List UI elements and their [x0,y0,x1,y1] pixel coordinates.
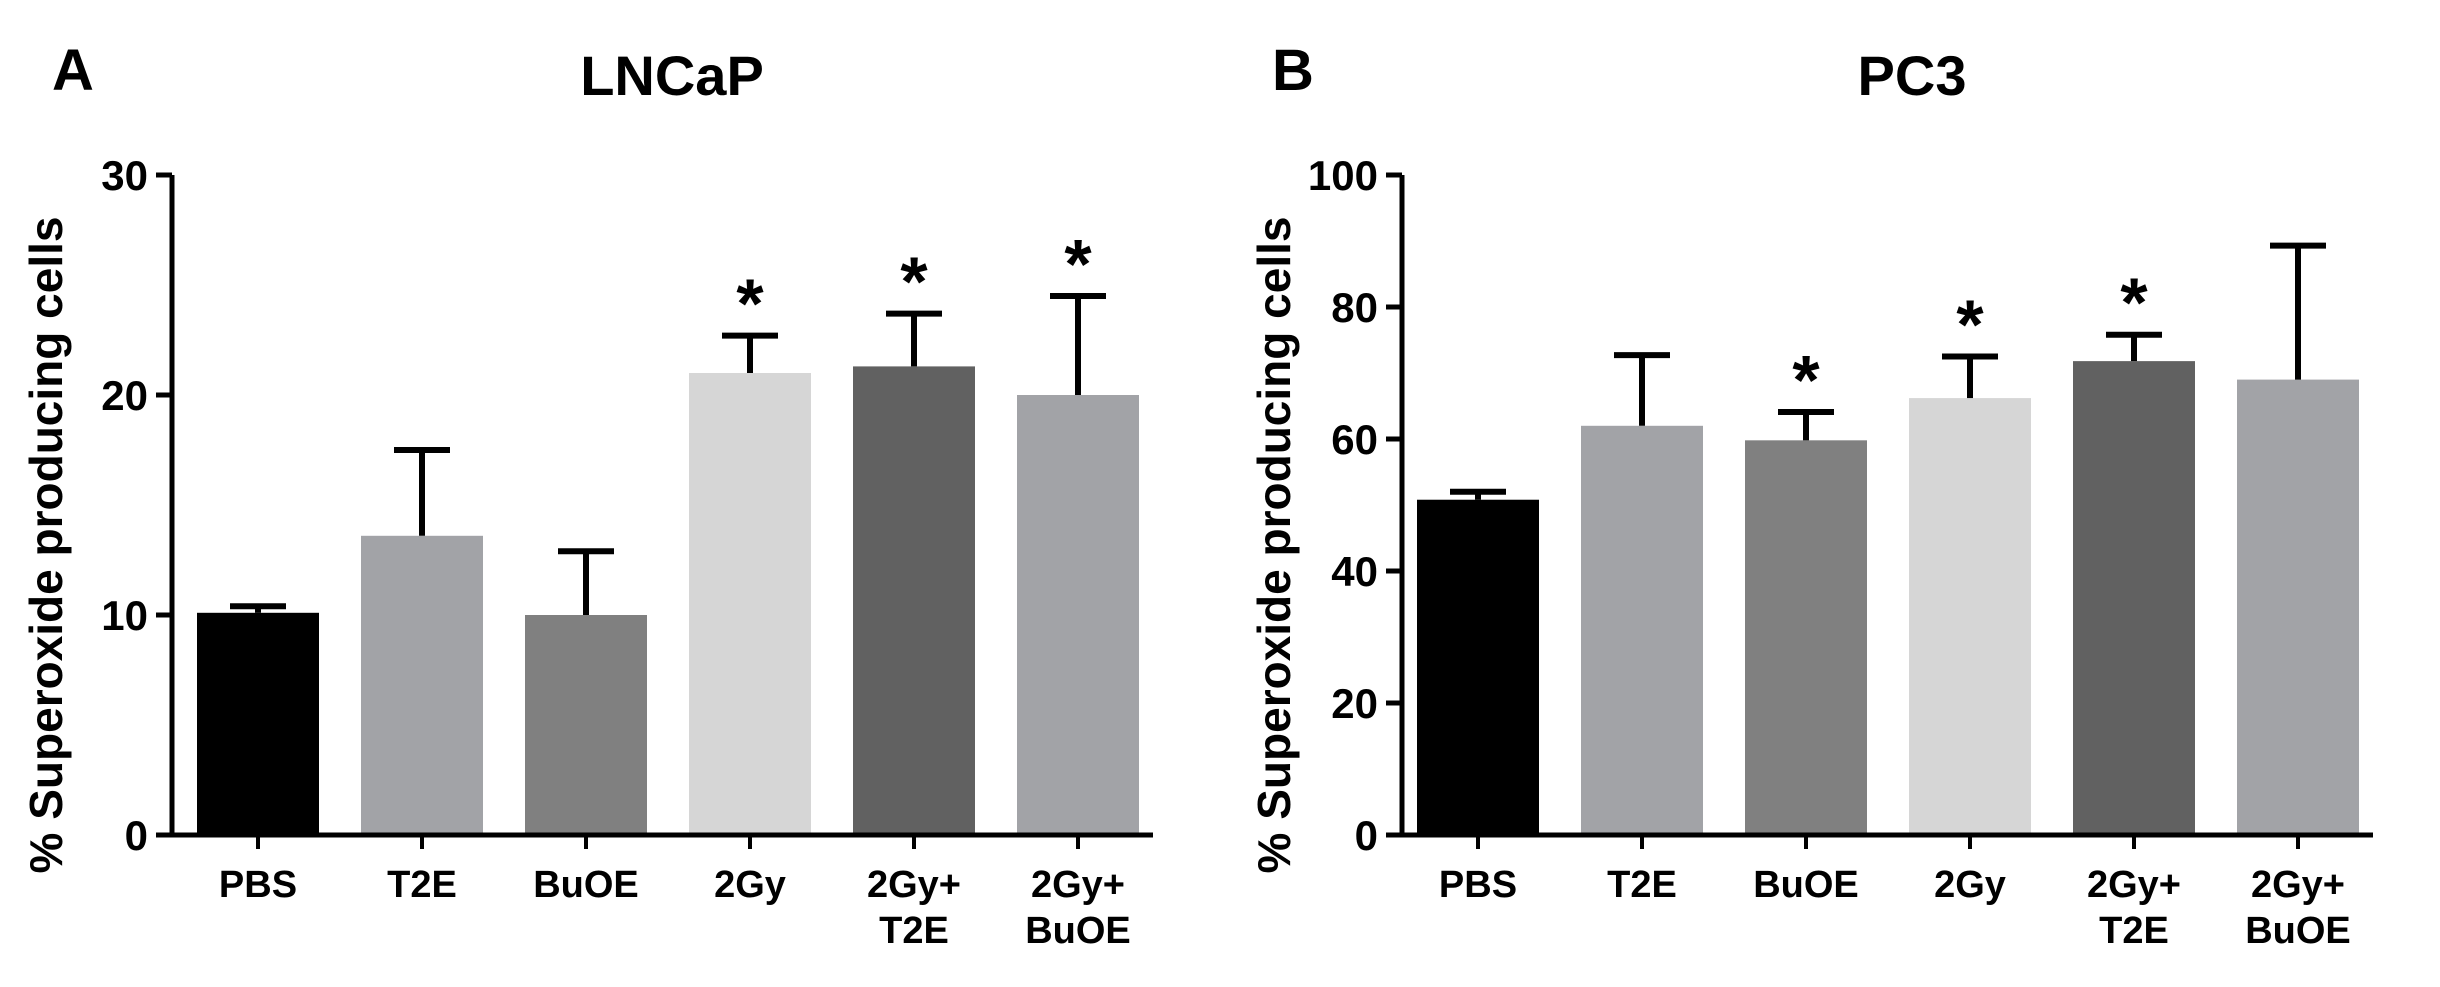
x-tick-label-line: 2Gy [1934,864,2006,906]
x-tick-label-line: BuOE [2245,910,2351,952]
y-tick-label-3: 60 [1331,416,1378,463]
bar-0 [1417,499,1539,835]
x-tick-label-line: PBS [1439,864,1517,906]
y-tick-label-0: 0 [1355,812,1378,859]
x-tick-label-1: T2E [387,864,457,906]
panel-letter: A [52,38,94,103]
y-axis-label: % Superoxide producing cells [1248,217,1300,874]
x-tick-label-4: 2Gy+ T2E [867,864,961,952]
panel-letter: B [1272,38,1314,103]
x-tick-label-line: T2E [387,864,457,906]
bar-2 [1745,440,1867,835]
bar-3 [689,373,811,835]
x-tick-label-line: 2Gy+ [2251,864,2345,906]
y-tick-label-0: 0 [125,812,148,859]
y-tick-label-1: 10 [101,592,148,639]
x-tick-label-line: 2Gy+ [2087,864,2181,906]
bar-5 [2237,379,2359,835]
x-tick-label-line: 2Gy+ [867,864,961,906]
chart-title: LNCaP [580,44,764,107]
x-tick-label-line: 2Gy [714,864,786,906]
x-tick-label-line: BuOE [533,864,639,906]
x-tick-label-1: T2E [1607,864,1677,906]
x-tick-label-0: PBS [1439,864,1517,906]
bar-1 [361,535,483,835]
x-tick-label-3: 2Gy [1934,864,2006,906]
y-tick-label-4: 80 [1331,284,1378,331]
x-tick-label-4: 2Gy+ T2E [2087,864,2181,952]
significance-marker-3: * [736,265,764,343]
x-tick-label-2: BuOE [533,864,639,906]
significance-marker-3: * [1956,286,1984,364]
panel-b: B PC3 % Superoxide producing cells PBS T2… [1248,38,2373,952]
bar-3 [1909,398,2031,835]
bar-4 [2073,361,2195,835]
bar-1 [1581,425,1703,835]
x-tick-label-line: BuOE [1025,910,1131,952]
y-tick-label-2: 20 [101,372,148,419]
x-tick-label-2: BuOE [1753,864,1859,906]
bar-5 [1017,395,1139,835]
y-axis-label: % Superoxide producing cells [20,217,72,874]
x-tick-label-5: 2Gy+ BuOE [1025,864,1131,952]
x-tick-label-line: BuOE [1753,864,1859,906]
y-tick-label-2: 40 [1331,548,1378,595]
significance-marker-4: * [900,243,928,321]
significance-marker-5: * [1064,225,1092,303]
x-tick-label-5: 2Gy+ BuOE [2245,864,2351,952]
x-tick-label-line: T2E [2099,910,2169,952]
chart-title: PC3 [1858,44,1967,107]
x-tick-label-line: T2E [1607,864,1677,906]
y-tick-label-1: 20 [1331,680,1378,727]
bar-2 [525,615,647,835]
x-tick-label-0: PBS [219,864,297,906]
y-tick-label-3: 30 [101,152,148,199]
significance-marker-2: * [1792,341,1820,419]
x-tick-label-3: 2Gy [714,864,786,906]
y-tick-label-5: 100 [1308,152,1378,199]
x-tick-label-line: T2E [879,910,949,952]
bar-4 [853,366,975,835]
x-tick-label-line: 2Gy+ [1031,864,1125,906]
panel-a: A LNCaP % Superoxide producing cells PBS… [20,38,1153,952]
x-tick-label-line: PBS [219,864,297,906]
bar-0 [197,612,319,835]
significance-marker-4: * [2120,264,2148,342]
